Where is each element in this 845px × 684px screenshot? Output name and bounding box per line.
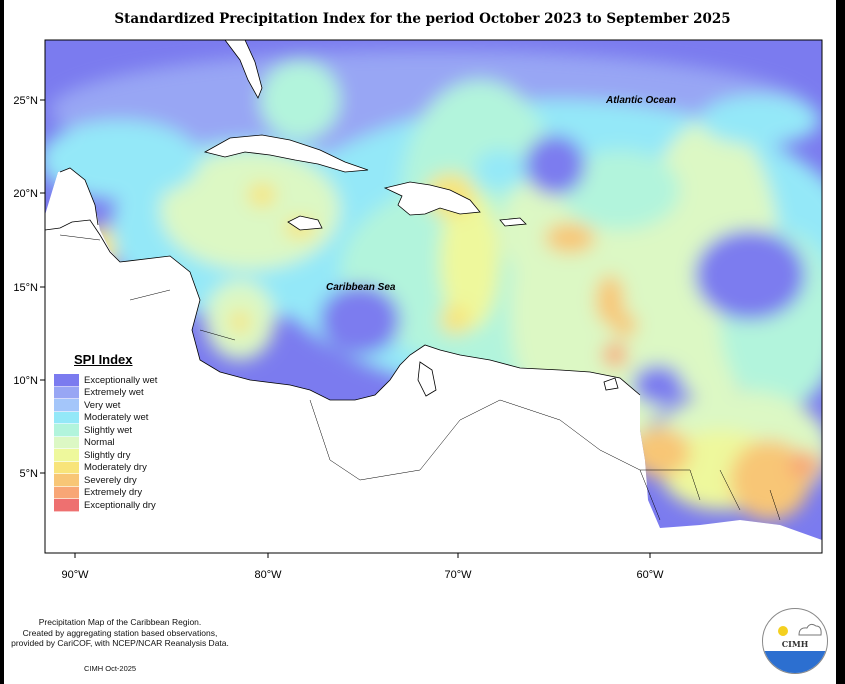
- left-border: [0, 0, 4, 684]
- spi-region: [596, 275, 624, 325]
- legend-label: Moderately dry: [84, 462, 147, 474]
- spi-region: [475, 150, 525, 190]
- legend-swatch: [54, 449, 79, 462]
- lat-tick-label: 20°N: [13, 188, 38, 200]
- legend-label: Extremely dry: [84, 487, 143, 499]
- atlantic-ocean-label: Atlantic Ocean: [605, 95, 676, 106]
- spi-region: [320, 285, 400, 355]
- cimh-logo: CIMH: [762, 608, 828, 674]
- legend-label: Normal: [84, 437, 115, 449]
- footer-line-1: Precipitation Map of the Caribbean Regio…: [38, 617, 202, 627]
- spi-map: 90°W 80°W 70°W 60°W 25°N 20°N 15°N 10°N 5°N Atla…: [13, 39, 823, 581]
- legend-label: Extremely wet: [84, 387, 144, 399]
- logo-text: CIMH: [782, 639, 809, 649]
- legend-item: Moderately wet: [54, 411, 174, 424]
- spi-region: [603, 343, 627, 367]
- spi-region: [248, 183, 276, 207]
- legend-item: Moderately dry: [54, 461, 174, 474]
- lon-tick-label: 70°W: [444, 569, 472, 581]
- spi-legend: SPI Index Exceptionally wet Extremely wet…: [54, 352, 174, 512]
- legend-swatch: [54, 374, 79, 387]
- spi-region: [160, 150, 340, 270]
- legend-item: Exceptionally wet: [54, 374, 174, 387]
- waves: [763, 651, 827, 673]
- right-border: [836, 0, 845, 684]
- footer-stamp: CIMH Oct-2025: [84, 664, 137, 673]
- lat-tick-label: 10°N: [13, 375, 38, 387]
- legend-item: Exceptionally dry: [54, 499, 174, 512]
- lat-tick-label: 25°N: [13, 95, 38, 107]
- legend-item: Extremely dry: [54, 486, 174, 499]
- map-border: [44, 39, 823, 554]
- spi-region: [613, 313, 637, 337]
- map-footer: Precipitation Map of the Caribbean Regio…: [10, 617, 230, 649]
- caribbean-sea-label: Caribbean Sea: [326, 282, 396, 293]
- spi-region: [230, 310, 250, 334]
- spi-region: [440, 305, 470, 335]
- spi-region: [440, 190, 500, 330]
- map-title: Standardized Precipitation Index for the…: [114, 11, 731, 27]
- spi-region: [545, 223, 595, 253]
- legend-item: Very wet: [54, 399, 174, 412]
- spi-region: [700, 95, 820, 145]
- inland-borders: [59, 234, 781, 521]
- land-outlines: [44, 39, 641, 401]
- legend-swatch: [54, 399, 79, 412]
- legend-label: Slightly wet: [84, 424, 133, 436]
- lon-tick-label: 90°W: [61, 569, 89, 581]
- legend-item: Extremely wet: [54, 386, 174, 399]
- legend-label: Moderately wet: [84, 412, 149, 424]
- legend-swatch: [54, 411, 79, 424]
- legend-title: SPI Index: [74, 352, 133, 367]
- legend-swatch: [54, 474, 79, 487]
- legend-swatch: [54, 499, 79, 512]
- legend-swatch: [54, 424, 79, 437]
- legend-label: Very wet: [84, 399, 121, 411]
- legend-item: Normal: [54, 436, 174, 449]
- lat-tick-label: 15°N: [13, 282, 38, 294]
- legend-item: Slightly wet: [54, 424, 174, 437]
- legend-swatch: [54, 386, 79, 399]
- legend-label: Severely dry: [84, 474, 137, 486]
- legend-swatch: [54, 461, 79, 474]
- spi-region: [730, 440, 810, 520]
- legend-label: Slightly dry: [84, 449, 131, 461]
- spi-region: [789, 451, 821, 479]
- lon-tick-label: 80°W: [254, 569, 282, 581]
- spi-region: [260, 60, 340, 140]
- lon-tick-label: 60°W: [636, 569, 664, 581]
- spi-region: [525, 135, 585, 195]
- sun-icon: [778, 626, 788, 636]
- legend-swatch: [54, 436, 79, 449]
- cloud-icon: [798, 623, 822, 636]
- legend-label: Exceptionally dry: [84, 499, 156, 511]
- legend-item: Slightly dry: [54, 449, 174, 462]
- legend-swatch: [54, 486, 79, 499]
- spi-region: [470, 85, 510, 115]
- spi-field: [45, 40, 822, 540]
- footer-line-3: provided by CariCOF, with NCEP/NCAR Rean…: [11, 638, 229, 648]
- spi-region: [560, 150, 680, 230]
- spi-region: [695, 230, 805, 320]
- footer-line-2: Created by aggregating station based obs…: [22, 627, 218, 638]
- axis-ticks: 90°W 80°W 70°W 60°W 25°N 20°N 15°N 10°N 5°N: [13, 95, 664, 581]
- lat-tick-label: 5°N: [20, 468, 39, 480]
- spi-region: [633, 365, 683, 405]
- legend-label: Exceptionally wet: [84, 374, 158, 386]
- legend-item: Severely dry: [54, 474, 174, 487]
